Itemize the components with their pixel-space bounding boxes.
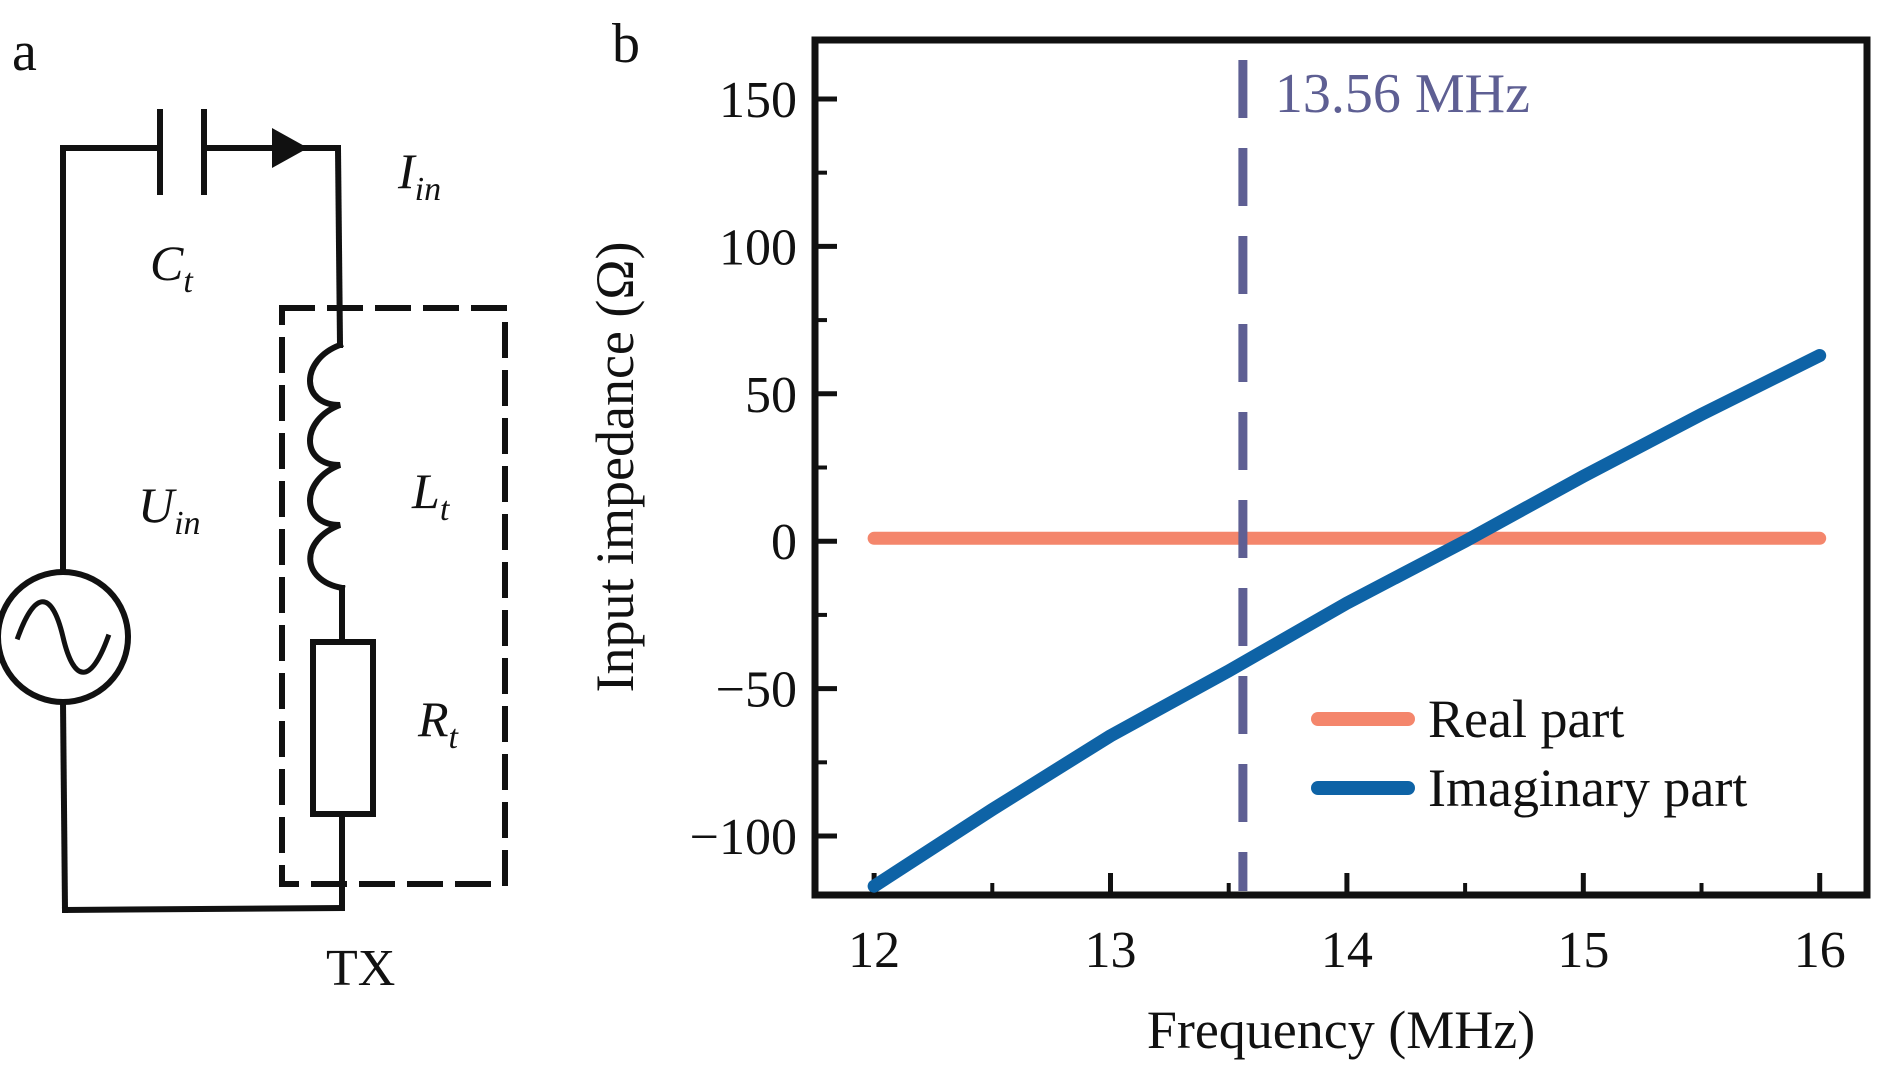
- legend: Real part Imaginary part: [1311, 689, 1747, 818]
- wire-right-upper: [334, 144, 344, 349]
- impedance-chart: 12 13 14 15 16 −100 −50 0 50 100 150 13.56 MHz Fr…: [585, 36, 1871, 1060]
- x-tick-label: 16: [1794, 922, 1846, 979]
- tx-dashed-box: [279, 305, 508, 887]
- vline-layer: 13.56 MHz: [1238, 60, 1530, 891]
- y-tick-label: 150: [719, 72, 797, 129]
- label-resistor: Rt: [417, 691, 460, 756]
- panel-label-b: b: [612, 13, 640, 75]
- vline-label: 13.56 MHz: [1275, 63, 1530, 125]
- wire-left-lower: [59, 698, 69, 914]
- label-inductor: Lt: [411, 463, 451, 528]
- y-axis-ticks: [815, 96, 837, 839]
- y-tick-label: 100: [719, 219, 797, 276]
- label-tx: TX: [326, 940, 395, 997]
- series-line-imaginary: [867, 349, 1827, 893]
- y-tick-label: −50: [716, 662, 797, 719]
- series-layer: [867, 349, 1827, 893]
- label-current: Iin: [397, 143, 441, 208]
- x-tick-label: 15: [1557, 922, 1609, 979]
- x-tick-label: 13: [1085, 922, 1137, 979]
- legend-label-imaginary: Imaginary part: [1428, 758, 1747, 818]
- panel-label-a: a: [12, 21, 37, 83]
- label-source-voltage: Uin: [138, 477, 201, 542]
- circuit-diagram: a: [0, 21, 508, 997]
- x-tick-label: 12: [848, 922, 900, 979]
- ac-source-sine: [14, 599, 112, 675]
- x-axis-tick-labels: 12 13 14 15 16: [848, 922, 1846, 979]
- y-axis-title: Input impedance (Ω): [585, 242, 645, 693]
- y-tick-label: 0: [771, 514, 797, 571]
- wire-bottom: [61, 904, 346, 914]
- x-tick-label: 14: [1321, 922, 1373, 979]
- resistor-body: [310, 639, 376, 817]
- current-arrow-icon: [272, 128, 308, 168]
- inductor-coil: [307, 341, 346, 592]
- y-tick-label: 50: [745, 367, 797, 424]
- y-axis-tick-labels: −100 −50 0 50 100 150: [690, 72, 797, 866]
- x-axis-title: Frequency (MHz): [1147, 1000, 1535, 1060]
- legend-label-real: Real part: [1428, 689, 1624, 749]
- y-tick-label: −100: [690, 809, 797, 866]
- ac-source-circle: [0, 569, 131, 705]
- label-capacitor: Ct: [150, 235, 194, 300]
